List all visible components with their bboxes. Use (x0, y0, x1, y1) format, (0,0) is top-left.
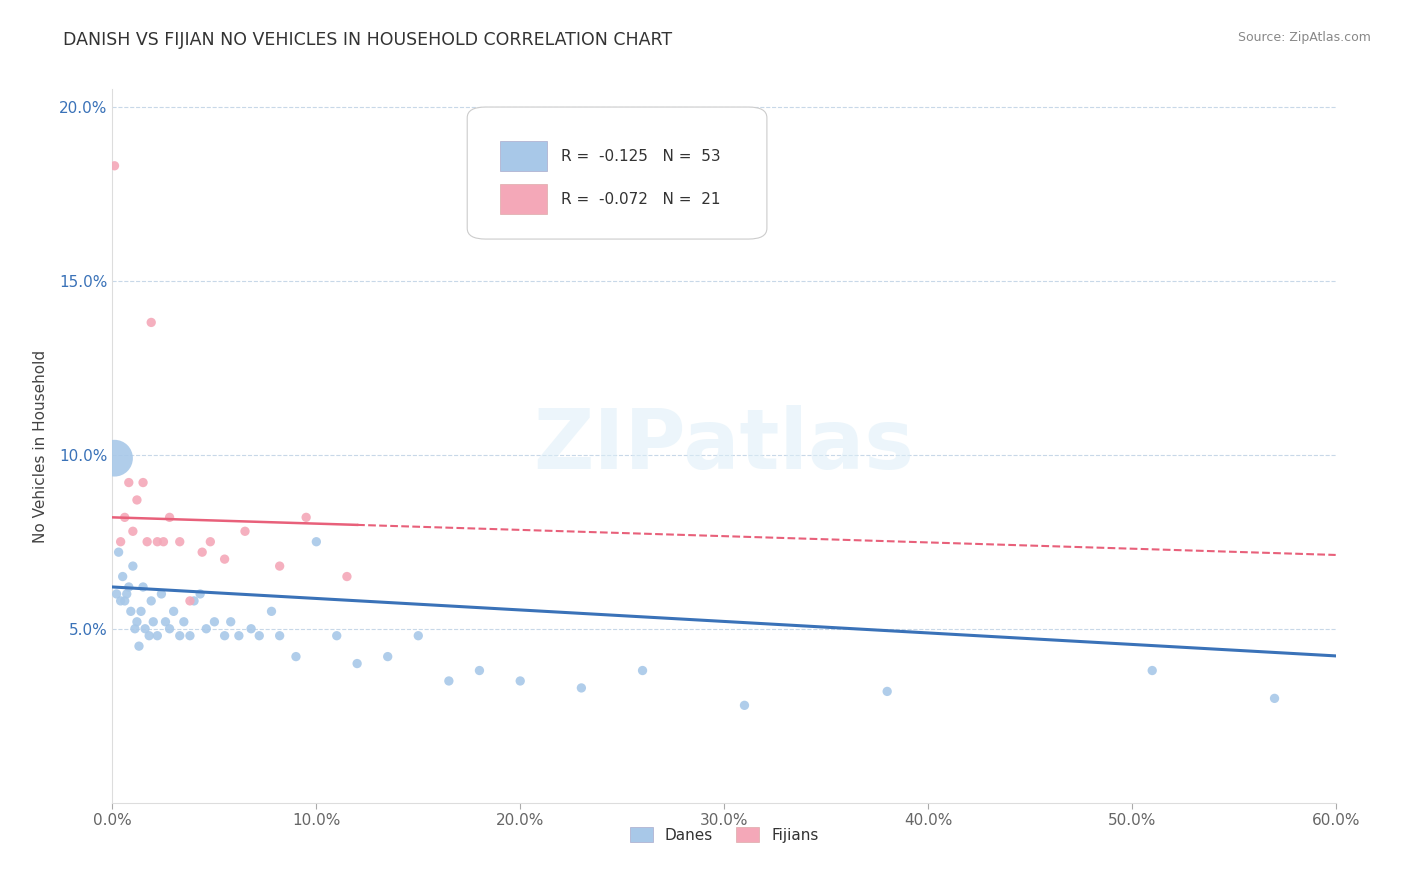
Point (122, 559, 145, 574)
Point (214, 552, 236, 566)
Point (183, 594, 205, 608)
Point (146, 534, 169, 549)
Point (141, 594, 163, 608)
Point (120, 604, 142, 618)
Text: ZIPatlas: ZIPatlas (534, 406, 914, 486)
Point (128, 639, 150, 653)
FancyBboxPatch shape (467, 107, 766, 239)
Point (114, 594, 136, 608)
Point (146, 629, 169, 643)
Point (134, 622, 156, 636)
Point (103, 451, 125, 466)
Point (122, 524, 145, 539)
Point (155, 615, 177, 629)
Point (103, 159, 125, 173)
Point (169, 534, 191, 549)
Point (260, 604, 283, 618)
Point (305, 534, 328, 549)
Legend: Danes, Fijians: Danes, Fijians (624, 821, 824, 848)
Point (105, 587, 128, 601)
Point (179, 594, 201, 608)
Point (110, 534, 132, 549)
Point (240, 622, 263, 636)
Point (191, 545, 214, 559)
Point (124, 622, 146, 636)
Point (377, 649, 399, 664)
Point (195, 622, 218, 636)
Point (346, 657, 368, 671)
Point (1142, 664, 1164, 678)
Point (138, 629, 160, 643)
Point (118, 580, 141, 594)
Text: DANISH VS FIJIAN NO VEHICLES IN HOUSEHOLD CORRELATION CHART: DANISH VS FIJIAN NO VEHICLES IN HOUSEHOL… (63, 31, 672, 49)
Point (408, 629, 430, 643)
Point (118, 475, 141, 490)
Point (107, 545, 129, 559)
Point (1264, 691, 1286, 706)
Text: R =  -0.125   N =  53: R = -0.125 N = 53 (561, 149, 721, 164)
Point (111, 569, 134, 583)
Text: R =  -0.072   N =  21: R = -0.072 N = 21 (561, 192, 721, 207)
Point (152, 534, 174, 549)
Point (173, 615, 195, 629)
Point (159, 510, 181, 524)
Point (269, 629, 291, 643)
Point (437, 673, 460, 688)
Point (734, 698, 756, 713)
Point (169, 629, 191, 643)
Point (233, 524, 256, 539)
Point (159, 622, 181, 636)
Point (631, 664, 654, 678)
Point (214, 629, 236, 643)
Point (188, 587, 211, 601)
Point (219, 615, 242, 629)
FancyBboxPatch shape (501, 184, 547, 214)
Point (125, 615, 148, 629)
Point (142, 615, 165, 629)
Point (336, 569, 359, 583)
Point (200, 534, 222, 549)
Point (179, 629, 201, 643)
Point (129, 604, 152, 618)
Point (228, 629, 250, 643)
Point (509, 673, 531, 688)
Point (125, 492, 148, 507)
Point (163, 604, 186, 618)
Point (114, 510, 136, 524)
Point (571, 681, 593, 695)
Point (295, 510, 318, 524)
Y-axis label: No Vehicles in Household: No Vehicles in Household (34, 350, 48, 542)
Point (110, 594, 132, 608)
Point (132, 475, 155, 490)
Point (204, 615, 226, 629)
Point (136, 534, 159, 549)
Point (141, 315, 163, 329)
Point (269, 559, 291, 574)
Point (326, 629, 349, 643)
Text: Source: ZipAtlas.com: Source: ZipAtlas.com (1237, 31, 1371, 45)
Point (132, 580, 155, 594)
Point (115, 587, 138, 601)
Point (876, 684, 898, 698)
Point (150, 587, 173, 601)
Point (468, 664, 491, 678)
Point (284, 649, 308, 664)
Point (247, 629, 270, 643)
FancyBboxPatch shape (501, 141, 547, 171)
